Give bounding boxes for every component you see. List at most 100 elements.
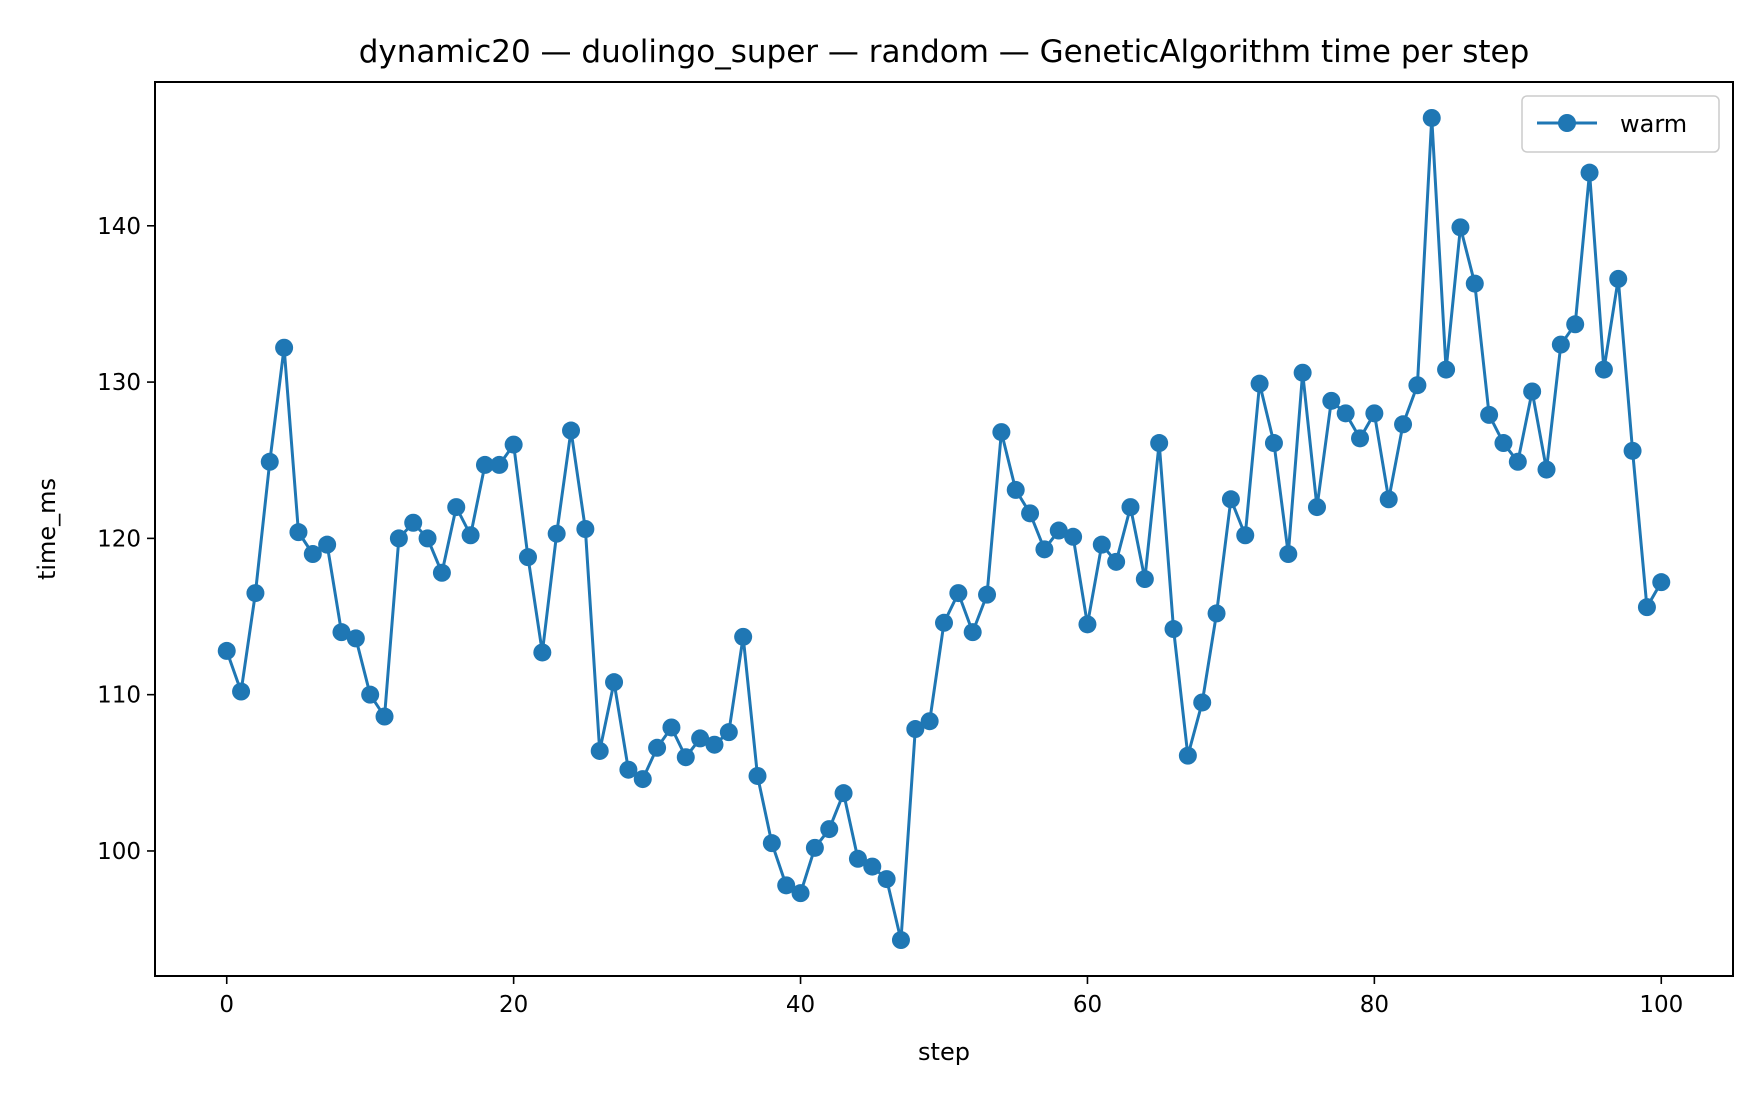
data-point: [1623, 441, 1642, 460]
data-point: [289, 523, 308, 542]
plot-frame: [154, 81, 1734, 977]
x-tick-label: 80: [1360, 992, 1389, 1018]
data-point: [303, 545, 322, 564]
data-point: [1236, 526, 1255, 545]
data-point: [1150, 434, 1169, 453]
data-point: [1336, 404, 1355, 423]
data-point: [1508, 452, 1527, 471]
data-point: [518, 548, 537, 567]
data-point: [648, 738, 667, 757]
data-point: [447, 498, 466, 517]
data-point: [1064, 527, 1083, 546]
data-point: [1394, 415, 1413, 434]
data-point: [475, 455, 494, 474]
data-point: [260, 452, 279, 471]
data-point: [963, 623, 982, 642]
data-point: [1264, 434, 1283, 453]
data-point: [375, 707, 394, 726]
data-point: [1193, 693, 1212, 712]
legend-box: [1521, 95, 1720, 153]
y-tick-label: 120: [97, 526, 141, 552]
x-tick-label: 40: [786, 992, 815, 1018]
data-point: [1566, 315, 1585, 334]
data-point: [877, 870, 896, 889]
data-point: [1422, 108, 1441, 127]
data-point: [762, 834, 781, 853]
data-point: [504, 435, 523, 454]
data-point: [978, 585, 997, 604]
data-point: [1408, 376, 1427, 395]
data-point: [1652, 573, 1671, 592]
data-point: [605, 673, 624, 692]
data-point: [1221, 490, 1240, 509]
data-point: [1322, 391, 1341, 410]
data-point: [906, 720, 925, 739]
data-point: [1078, 615, 1097, 634]
x-tick-label: 60: [1073, 992, 1102, 1018]
data-point: [676, 748, 695, 767]
data-point: [547, 524, 566, 543]
data-point: [1580, 163, 1599, 182]
data-point: [562, 421, 581, 440]
data-point: [619, 760, 638, 779]
data-point: [418, 529, 437, 548]
data-point: [590, 741, 609, 760]
data-point: [318, 535, 337, 554]
data-point: [863, 857, 882, 876]
data-point: [346, 629, 365, 648]
data-point: [662, 718, 681, 737]
data-point: [389, 529, 408, 548]
data-point: [1250, 374, 1269, 393]
data-point: [217, 641, 236, 660]
data-point: [1049, 521, 1068, 540]
data-point: [361, 685, 380, 704]
y-tick-label: 110: [97, 683, 141, 709]
data-point: [1307, 498, 1326, 517]
data-point: [633, 770, 652, 789]
data-point: [1523, 382, 1542, 401]
data-point: [1035, 540, 1054, 559]
y-tick-label: 130: [97, 370, 141, 396]
x-axis-label: step: [918, 1038, 970, 1066]
y-tick-label: 100: [97, 839, 141, 865]
series-layer: [217, 108, 1671, 950]
data-point: [1494, 434, 1513, 453]
x-tick-label: 0: [219, 992, 234, 1018]
data-point: [490, 455, 509, 474]
data-point: [691, 729, 710, 748]
data-point: [275, 338, 294, 357]
data-point: [232, 682, 251, 701]
data-point: [748, 766, 767, 785]
legend-marker-warm: [1558, 114, 1576, 132]
legend-label-warm: warm: [1620, 110, 1687, 138]
data-point: [1164, 620, 1183, 639]
data-point: [820, 820, 839, 839]
data-point: [332, 623, 351, 642]
data-point: [1551, 335, 1570, 354]
data-point: [1107, 552, 1126, 571]
x-axis-ticks: 0 20 40 60 80 100: [219, 976, 1683, 1018]
data-point: [1451, 218, 1470, 237]
data-point: [1006, 480, 1025, 499]
data-point: [791, 884, 810, 903]
data-point: [935, 613, 953, 632]
x-tick-label: 20: [499, 992, 528, 1018]
data-point: [805, 838, 824, 857]
data-point: [246, 584, 265, 603]
y-tick-label: 140: [97, 214, 141, 240]
data-point: [777, 876, 796, 895]
data-point: [461, 526, 480, 545]
data-point: [992, 423, 1011, 442]
data-point: [1351, 429, 1370, 448]
chart-title: dynamic20 — duolingo_super — random — Ge…: [359, 34, 1530, 70]
data-point: [891, 931, 910, 950]
data-point: [576, 520, 595, 538]
data-point: [432, 563, 451, 582]
data-point: [734, 627, 753, 646]
data-point: [1021, 504, 1040, 523]
y-axis-label: time_ms: [33, 478, 61, 580]
data-point: [1379, 490, 1398, 509]
data-point: [1609, 269, 1628, 288]
data-point: [1365, 404, 1384, 423]
